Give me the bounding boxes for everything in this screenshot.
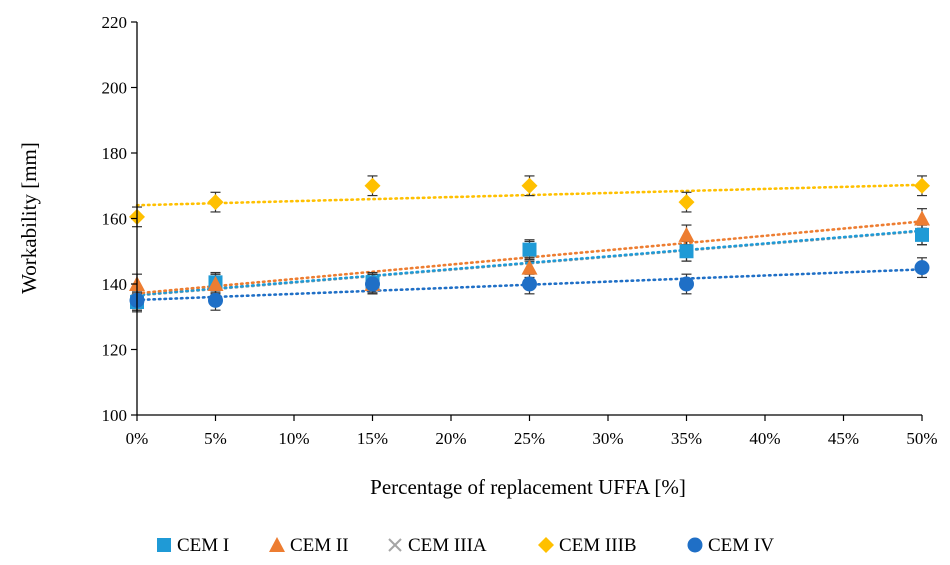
legend-marker-cem-iiib xyxy=(538,537,554,553)
point-cem-ii xyxy=(521,259,538,275)
x-axis-ticks: 0% 5% 10% 15% 20% 25% 30% 35% 40% 45% 50% xyxy=(126,415,938,448)
y-tick-label: 220 xyxy=(102,13,128,32)
point-cem-iiib xyxy=(364,177,381,194)
point-cem-iv xyxy=(914,260,930,276)
legend: CEM I CEM II CEM IIIA CEM IIIB CEM IV xyxy=(157,535,774,556)
point-cem-ii xyxy=(678,226,695,242)
legend-item-cem-iiia: CEM IIIA xyxy=(388,535,487,556)
x-tick-label: 25% xyxy=(514,429,545,448)
trendline-cem-ii xyxy=(135,220,924,295)
legend-label-cem-ii: CEM II xyxy=(290,535,349,556)
legend-item-cem-iv: CEM IV xyxy=(687,535,774,556)
x-tick-label: 15% xyxy=(357,429,388,448)
x-tick-label: 0% xyxy=(126,429,149,448)
legend-item-cem-iiib: CEM IIIB xyxy=(538,535,637,556)
point-cem-iiib xyxy=(521,177,538,194)
legend-marker-cem-iv xyxy=(687,537,703,553)
point-cem-i xyxy=(915,227,929,242)
legend-label-cem-iiib: CEM IIIB xyxy=(559,535,637,556)
legend-item-cem-i: CEM I xyxy=(157,535,229,556)
point-cem-iv xyxy=(365,276,380,292)
x-tick-label: 20% xyxy=(435,429,466,448)
point-cem-ii xyxy=(914,210,930,226)
legend-label-cem-i: CEM I xyxy=(177,535,229,556)
x-tick-label: 50% xyxy=(906,429,937,448)
x-marker-stroke xyxy=(388,538,402,552)
point-cem-i xyxy=(522,242,537,257)
y-axis-title: Workability [mm] xyxy=(17,142,41,294)
legend-marker-cem-i xyxy=(157,538,171,552)
data-markers xyxy=(129,177,930,310)
y-tick-label: 200 xyxy=(102,79,128,98)
x-tick-label: 30% xyxy=(592,429,623,448)
x-tick-label: 35% xyxy=(671,429,702,448)
point-cem-iv xyxy=(208,292,223,308)
legend-label-cem-iiia: CEM IIIA xyxy=(408,535,487,556)
y-tick-label: 180 xyxy=(102,144,128,163)
legend-item-cem-ii: CEM II xyxy=(269,535,349,556)
legend-label-cem-iv: CEM IV xyxy=(708,535,774,556)
point-cem-i xyxy=(679,244,694,259)
point-cem-iiib xyxy=(678,194,695,211)
legend-marker-cem-ii xyxy=(269,537,285,552)
point-cem-iv xyxy=(522,276,537,292)
point-cem-iiib xyxy=(914,177,930,194)
point-cem-ii xyxy=(207,276,224,291)
x-tick-label: 45% xyxy=(828,429,859,448)
y-tick-label: 160 xyxy=(102,210,128,229)
legend-marker-cem-iiia xyxy=(388,538,402,552)
y-axis-ticks: 100 120 140 160 180 200 220 xyxy=(102,13,137,425)
x-tick-label: 5% xyxy=(204,429,227,448)
y-tick-label: 100 xyxy=(102,406,128,425)
trendline-cem-i xyxy=(135,229,924,297)
point-cem-iiib xyxy=(207,194,224,211)
x-axis-title: Percentage of replacement UFFA [%] xyxy=(370,475,686,499)
y-tick-label: 140 xyxy=(102,275,128,294)
x-tick-label: 40% xyxy=(749,429,780,448)
point-cem-iv xyxy=(679,276,694,292)
x-tick-label: 10% xyxy=(278,429,309,448)
y-tick-label: 120 xyxy=(102,341,128,360)
